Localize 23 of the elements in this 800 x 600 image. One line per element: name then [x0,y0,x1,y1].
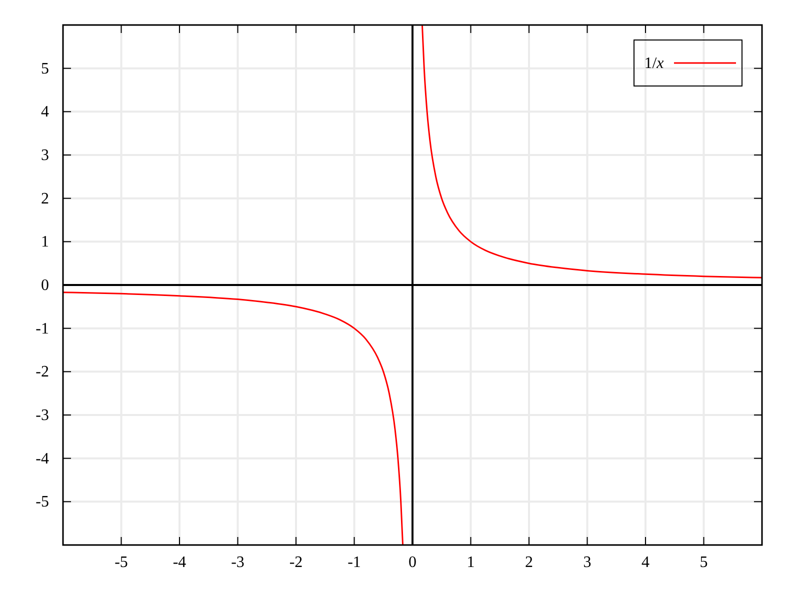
y-tick-label: -1 [36,320,49,338]
y-tick-label: -2 [36,364,49,381]
y-tick-label: 4 [41,104,49,121]
y-tick-label: -3 [36,407,49,424]
y-tick-label: -4 [36,450,49,468]
x-tick-label: -4 [172,554,186,571]
x-tick-label: 5 [700,554,708,571]
y-tick-label: -5 [36,494,49,511]
y-tick-label: 2 [41,190,49,208]
x-tick-label: -5 [114,554,128,571]
x-tick-label: -1 [348,554,361,571]
legend-label: 1/x [644,55,664,72]
x-tick-label: 3 [583,554,592,571]
x-tick-label: 4 [642,554,650,571]
y-tick-label: 1 [41,234,49,251]
x-tick-label: -3 [231,554,244,571]
x-tick-label: 1 [466,554,475,571]
y-tick-label: 5 [41,60,49,78]
y-tick-label: 3 [41,147,49,164]
y-tick-label: 0 [41,277,49,294]
x-tick-label: 0 [408,554,416,571]
x-tick-label: 2 [525,554,533,571]
x-tick-label: -2 [289,554,303,571]
